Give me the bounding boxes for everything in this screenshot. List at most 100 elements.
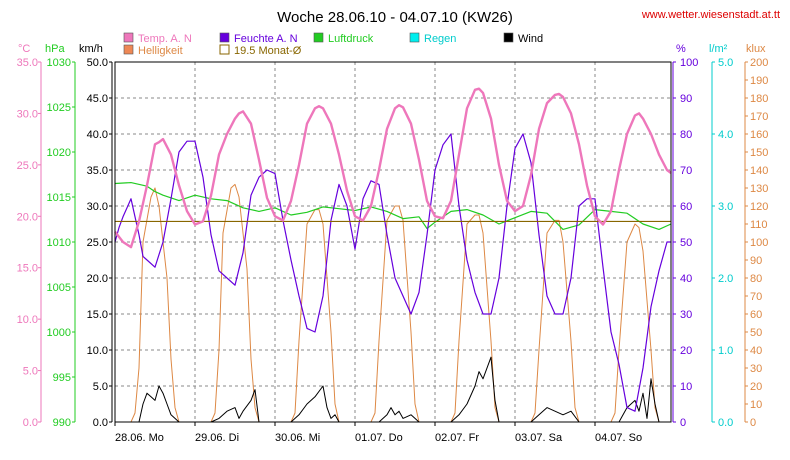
wind-tick-label: 0.0	[93, 417, 108, 429]
humidity-tick-label: 10	[680, 381, 692, 393]
brightness-tick-label: 160	[750, 129, 768, 141]
humidity-series-line	[114, 133, 671, 412]
grid	[115, 62, 671, 422]
brightness-unit-label: klux	[746, 43, 766, 55]
temp-tick-label: 20.0	[17, 211, 38, 223]
pressure-unit-label: hPa	[45, 43, 65, 55]
brightness-tick-label: 80	[750, 273, 762, 285]
pressure-tick-label: 1000	[47, 327, 71, 339]
rain-tick-label: 3.0	[718, 201, 733, 213]
brightness-tick-label: 100	[750, 237, 768, 249]
pressure-tick-label: 995	[53, 372, 71, 384]
temp-unit-label: °C	[18, 43, 30, 55]
brightness-tick-label: 110	[750, 219, 768, 231]
rain-tick-label: 1.0	[718, 345, 733, 357]
legend-item-humidity: Feuchte A. N	[219, 32, 298, 45]
brightness-tick-label: 60	[750, 309, 762, 321]
legend-swatch-wind	[503, 32, 514, 43]
site-url: www.wetter.wiesenstadt.at.tt	[641, 9, 780, 21]
pressure-tick-label: 990	[53, 417, 71, 429]
brightness-tick-label: 50	[750, 327, 762, 339]
brightness-tick-label: 0	[750, 417, 756, 429]
pressure-tick-label: 1030	[47, 57, 71, 69]
wind-tick-label: 40.0	[87, 129, 108, 141]
temp-tick-label: 35.0	[17, 57, 38, 69]
brightness-tick-label: 200	[750, 57, 768, 69]
brightness-tick-label: 90	[750, 255, 762, 267]
wind-tick-label: 30.0	[87, 201, 108, 213]
humidity-tick-label: 100	[680, 57, 698, 69]
series	[114, 87, 672, 423]
x-tick-label: 01.07. Do	[355, 432, 403, 444]
wind-tick-label: 5.0	[93, 381, 108, 393]
brightness-tick-label: 150	[750, 147, 768, 159]
x-tick-label: 04.07. So	[595, 432, 642, 444]
humidity-tick-label: 80	[680, 129, 692, 141]
legend-label-rain: Regen	[424, 33, 456, 45]
legend-label-monthly-avg: 19.5 Monat-Ø	[234, 45, 302, 57]
temp-tick-label: 15.0	[17, 263, 38, 275]
wind-tick-label: 25.0	[87, 237, 108, 249]
legend-label-temp: Temp. A. N	[138, 33, 192, 45]
legend-swatch-temp	[123, 32, 134, 43]
pressure-tick-label: 1010	[47, 237, 71, 249]
legend-swatch-monthly-avg	[219, 44, 230, 55]
humidity-tick-label: 50	[680, 237, 692, 249]
temp-tick-label: 10.0	[17, 314, 38, 326]
wind-series-line	[115, 356, 671, 423]
brightness-tick-label: 70	[750, 291, 762, 303]
legend: Temp. A. N Feuchte A. N Luftdruck Regen …	[123, 32, 543, 57]
legend-swatch-rain	[409, 32, 420, 43]
legend-item-brightness: Helligkeit	[123, 44, 183, 57]
pressure-tick-label: 1015	[47, 192, 71, 204]
humidity-tick-label: 40	[680, 273, 692, 285]
wind-unit-label: km/h	[79, 43, 103, 55]
humidity-tick-label: 0	[680, 417, 686, 429]
rain-tick-label: 0.0	[718, 417, 733, 429]
brightness-tick-label: 40	[750, 345, 762, 357]
legend-item-rain: Regen	[409, 32, 456, 45]
wind-tick-label: 15.0	[87, 309, 108, 321]
rain-tick-label: 4.0	[718, 129, 733, 141]
brightness-tick-label: 140	[750, 165, 768, 177]
axes: 28.06. Mo 29.06. Di 30.06. Mi 01.07. Do 02.0…	[17, 57, 769, 444]
temp-tick-label: 25.0	[17, 160, 38, 172]
brightness-tick-label: 10	[750, 399, 762, 411]
wind-tick-label: 45.0	[87, 93, 108, 105]
brightness-tick-label: 30	[750, 363, 762, 375]
chart-title: Woche 28.06.10 - 04.07.10 (KW26)	[277, 9, 513, 26]
humidity-tick-label: 20	[680, 345, 692, 357]
temp-tick-label: 30.0	[17, 108, 38, 120]
legend-item-pressure: Luftdruck	[313, 32, 374, 45]
humidity-tick-label: 90	[680, 93, 692, 105]
x-tick-label: 03.07. Sa	[515, 432, 563, 444]
pressure-tick-label: 1020	[47, 147, 71, 159]
temp-tick-label: 5.0	[23, 366, 38, 378]
legend-label-wind: Wind	[518, 33, 543, 45]
brightness-tick-label: 20	[750, 381, 762, 393]
legend-swatch-pressure	[313, 32, 324, 43]
brightness-tick-label: 130	[750, 183, 768, 195]
plot-frame	[114, 61, 672, 423]
x-tick-label: 02.07. Fr	[435, 432, 479, 444]
wind-tick-label: 50.0	[87, 57, 108, 69]
rain-tick-label: 5.0	[718, 57, 733, 69]
wind-tick-label: 10.0	[87, 345, 108, 357]
humidity-tick-label: 30	[680, 309, 692, 321]
legend-swatch-brightness	[123, 44, 134, 55]
legend-item-temp: Temp. A. N	[123, 32, 192, 45]
brightness-tick-label: 120	[750, 201, 768, 213]
legend-swatch-humidity	[219, 32, 230, 43]
rain-tick-label: 2.0	[718, 273, 733, 285]
pressure-tick-label: 1025	[47, 102, 71, 114]
brightness-tick-label: 170	[750, 111, 768, 123]
legend-label-brightness: Helligkeit	[138, 45, 183, 57]
pressure-tick-label: 1005	[47, 282, 71, 294]
brightness-tick-label: 180	[750, 93, 768, 105]
humidity-tick-label: 70	[680, 165, 692, 177]
legend-label-pressure: Luftdruck	[328, 33, 374, 45]
temp-tick-label: 0.0	[23, 417, 38, 429]
x-tick-label: 29.06. Di	[195, 432, 239, 444]
